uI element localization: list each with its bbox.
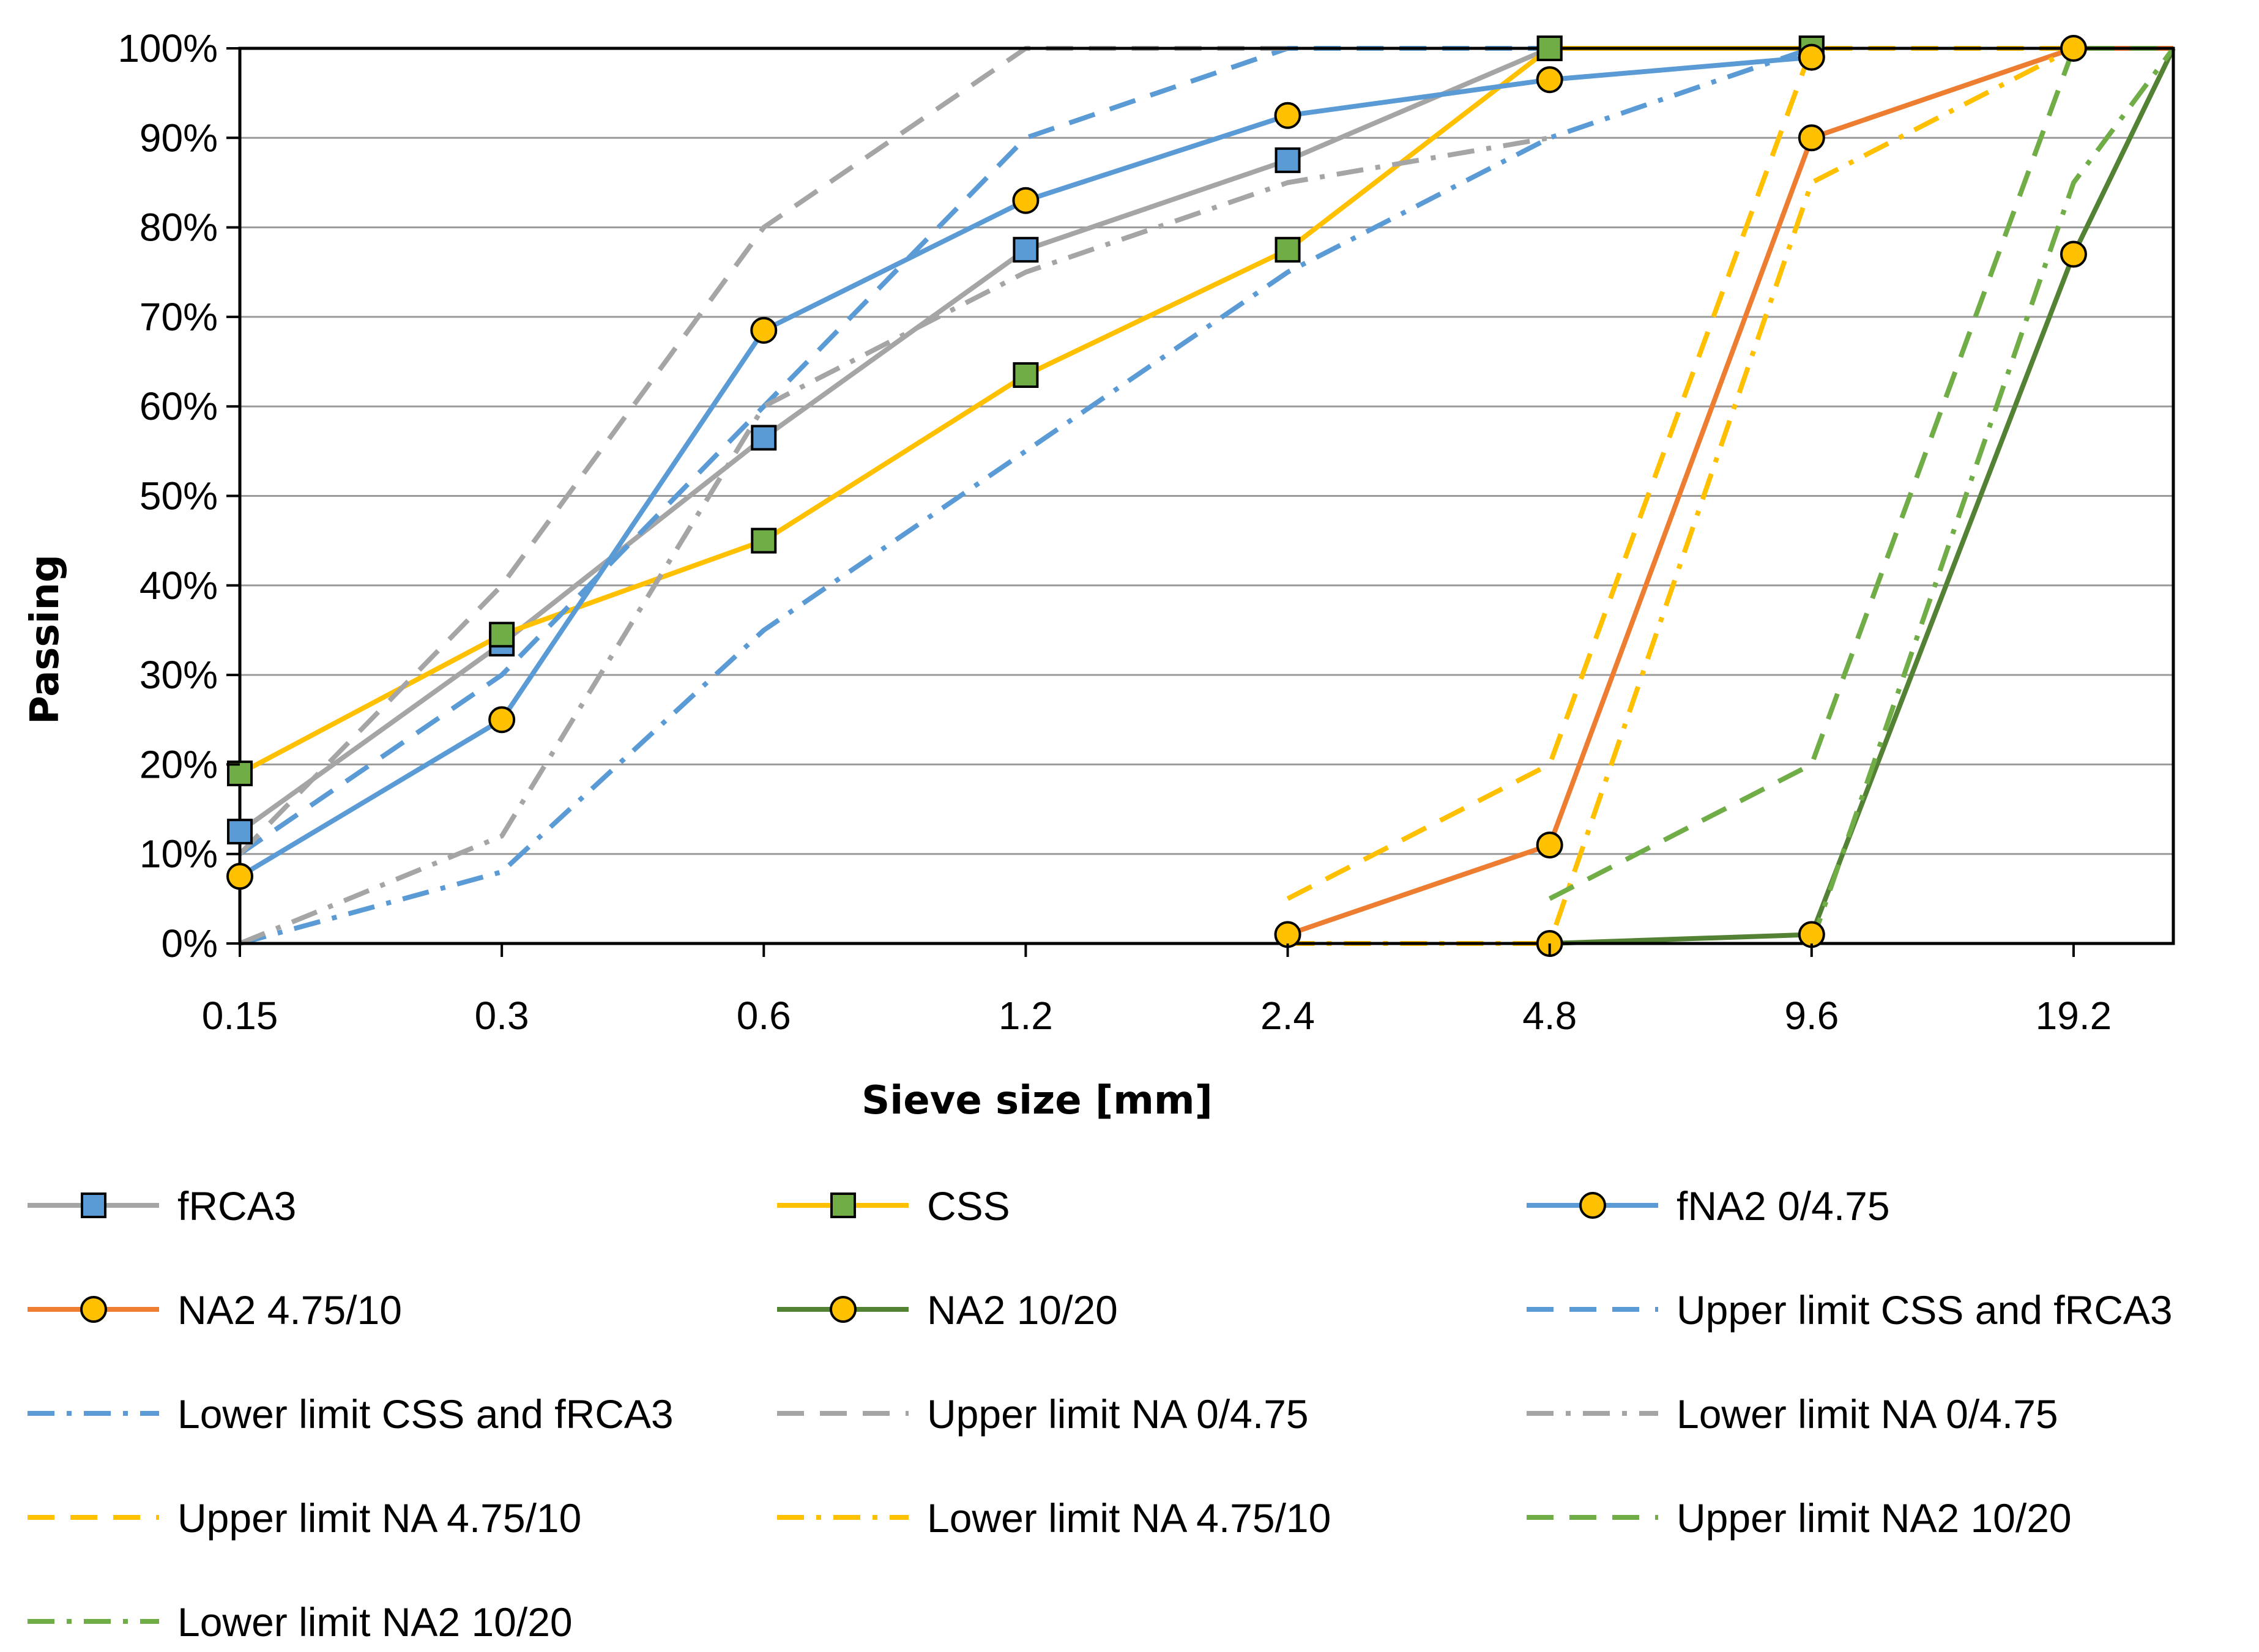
- series-line-lower-limit-na-0-4-75: [239, 135, 1550, 946]
- series-line-upper-limit-na-4-75-10: [1286, 46, 2074, 901]
- data-point-marker: [489, 622, 515, 648]
- data-point-marker: [1536, 35, 1563, 61]
- y-tick-label: 30%: [140, 653, 218, 697]
- x-axis-ticks: 0.15 0.3 0.6 1.2 2.4 4.8 9.6 19.2: [202, 943, 2112, 1038]
- x-tick-label: 19.2: [2036, 994, 2112, 1038]
- series-line-lower-limit-na2-10-20: [1809, 47, 2176, 945]
- x-tick-label: 1.2: [999, 994, 1053, 1038]
- legend-label: Upper limit NA 0/4.75: [927, 1391, 1309, 1437]
- data-point-marker: [830, 1192, 856, 1218]
- legend-label: Upper limit NA2 10/20: [1677, 1495, 2072, 1541]
- data-point-marker: [1274, 921, 1301, 948]
- y-tick-label: 60%: [140, 384, 218, 428]
- x-axis-title: Sieve size [mm]: [862, 1078, 1213, 1123]
- x-tick-label: 4.8: [1522, 994, 1577, 1038]
- legend: fRCA3 CSS fNA2 0/4.75 NA2 4.75/10 NA2 10/20 U…: [28, 1183, 2173, 1645]
- y-tick-label: 90%: [140, 116, 218, 160]
- legend-label: Upper limit CSS and fRCA3: [1677, 1287, 2173, 1333]
- legend-item: Lower limit NA2 10/20: [28, 1599, 573, 1645]
- legend-label: Lower limit CSS and fRCA3: [177, 1391, 674, 1437]
- series-line-upper-limit-na2-10-20: [1548, 46, 2173, 901]
- data-point-marker: [751, 527, 777, 554]
- series-line-upper-limit-na-0-4-75: [238, 46, 1288, 856]
- data-point-marker: [1013, 362, 1039, 388]
- data-point-marker: [1013, 237, 1039, 263]
- legend-item: fRCA3: [28, 1183, 296, 1229]
- series-line-fna2-0-4-75: [238, 54, 1812, 879]
- series-line-na2-10-20: [1549, 47, 2176, 946]
- series-markers: [226, 35, 2087, 957]
- data-point-marker: [751, 425, 777, 451]
- y-tick-label: 70%: [140, 295, 218, 339]
- legend-item: Upper limit NA 0/4.75: [777, 1391, 1309, 1437]
- series-line-frca3: [238, 46, 1812, 834]
- data-point-marker: [830, 1296, 857, 1323]
- data-point-marker: [2060, 35, 2087, 62]
- y-tick-label: 40%: [140, 564, 218, 608]
- legend-label: fRCA3: [177, 1183, 296, 1229]
- data-point-marker: [227, 819, 253, 845]
- y-tick-label: 20%: [140, 742, 218, 786]
- data-point-marker: [1012, 187, 1040, 214]
- legend-item: NA2 10/20: [777, 1287, 1118, 1333]
- data-point-marker: [750, 316, 778, 344]
- data-point-marker: [1798, 921, 1825, 948]
- legend-label: CSS: [927, 1183, 1010, 1229]
- series-line-na2-4-75-10: [1287, 46, 2173, 937]
- y-tick-label: 50%: [140, 474, 218, 518]
- data-point-marker: [2060, 240, 2087, 268]
- legend-label: NA2 10/20: [927, 1287, 1118, 1333]
- legend-label: fNA2 0/4.75: [1677, 1183, 1890, 1229]
- legend-label: Lower limit NA2 10/20: [177, 1599, 573, 1645]
- data-point-marker: [1536, 66, 1563, 94]
- legend-item: Upper limit CSS and fRCA3: [1527, 1287, 2173, 1333]
- data-point-marker: [1798, 43, 1825, 71]
- legend-label: Upper limit NA 4.75/10: [177, 1495, 581, 1541]
- legend-item: Lower limit CSS and fRCA3: [28, 1391, 674, 1437]
- y-axis-title: Passing: [23, 554, 68, 724]
- y-axis-ticks: 0% 10% 20% 30% 40% 50% 60% 70% 80% 90% 100%: [117, 26, 240, 966]
- data-point-marker: [1536, 832, 1563, 859]
- x-tick-label: 0.3: [475, 994, 529, 1038]
- legend-label: Lower limit NA 4.75/10: [927, 1495, 1331, 1541]
- y-tick-label: 0%: [162, 921, 218, 966]
- data-point-marker: [1274, 102, 1301, 129]
- x-tick-label: 0.15: [202, 994, 278, 1038]
- legend-label: NA2 4.75/10: [177, 1287, 402, 1333]
- legend-item: CSS: [777, 1183, 1010, 1229]
- legend-item: NA2 4.75/10: [28, 1287, 402, 1333]
- legend-item: fNA2 0/4.75: [1527, 1183, 1890, 1229]
- y-tick-label: 80%: [140, 206, 218, 250]
- legend-item: Lower limit NA 0/4.75: [1527, 1391, 2058, 1437]
- legend-item: Lower limit NA 4.75/10: [777, 1495, 1331, 1541]
- x-tick-label: 0.6: [737, 994, 791, 1038]
- y-tick-label: 100%: [117, 26, 218, 70]
- data-point-marker: [488, 706, 516, 734]
- data-point-marker: [80, 1296, 107, 1323]
- data-point-marker: [1275, 147, 1301, 173]
- data-point-marker: [226, 863, 253, 890]
- y-tick-label: 10%: [140, 832, 218, 876]
- data-point-marker: [1275, 237, 1301, 263]
- x-tick-label: 9.6: [1784, 994, 1839, 1038]
- gridlines: [240, 47, 2173, 945]
- legend-label: Lower limit NA 0/4.75: [1677, 1391, 2058, 1437]
- legend-item: Upper limit NA2 10/20: [1527, 1495, 2072, 1541]
- x-tick-label: 2.4: [1260, 994, 1315, 1038]
- data-point-marker: [1579, 1192, 1606, 1219]
- data-point-marker: [1798, 124, 1825, 152]
- data-point-marker: [81, 1192, 106, 1218]
- legend-item: Upper limit NA 4.75/10: [28, 1495, 581, 1541]
